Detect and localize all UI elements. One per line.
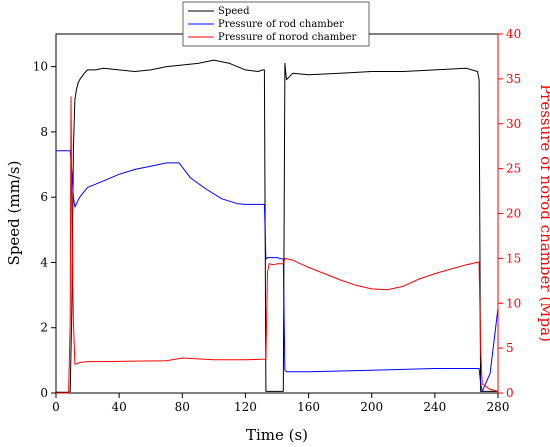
legend-entry-norod-pressure: Pressure of norod chamber [218,32,357,43]
legend-entry-rod-pressure: Pressure of rod chamber [218,19,344,30]
y-left-tick-label: 2 [40,321,48,335]
y-left-tick-label: 4 [40,255,48,269]
y-left-tick-label: 8 [40,125,48,139]
y-right-tick-label: 0 [506,386,514,400]
y-right-tick-label: 25 [506,162,521,176]
x-axis: 0 40 80 120 160 200 240 280 [52,393,509,414]
series-layer [56,59,499,394]
y-axis-left-label: Speed (mm/s) [5,161,23,266]
y-right-tick-label: 15 [506,251,521,265]
y-left-tick-label: 0 [40,386,48,400]
y-left-tick-label: 10 [33,60,48,74]
legend: Speed Pressure of rod chamber Pressure o… [182,1,370,47]
y-left-tick-label: 6 [40,190,48,204]
y-axis-right: 0 5 10 15 20 25 30 35 40 [498,27,521,400]
x-tick-label: 160 [297,400,320,414]
x-tick-label: 280 [487,400,510,414]
x-tick-label: 80 [175,400,190,414]
x-tick-label: 200 [360,400,383,414]
series-norod-pressure-line [56,96,499,394]
y-right-tick-label: 5 [506,341,514,355]
y-axis-right-label: Pressure of norod chamber (Mpa) [537,84,550,342]
x-tick-label: 120 [234,400,257,414]
y-axis-left: 0 2 4 6 8 10 [33,60,56,400]
series-rod-pressure-line [56,150,499,392]
x-tick-label: 0 [52,400,60,414]
plot-area [55,33,499,394]
x-axis-label: Time (s) [246,426,308,444]
x-tick-label: 240 [423,400,446,414]
y-right-tick-label: 10 [506,296,521,310]
x-tick-label: 40 [112,400,127,414]
y-right-tick-label: 20 [506,207,521,221]
legend-entry-speed: Speed [218,6,250,17]
y-right-tick-label: 30 [506,117,521,131]
series-speed-line [56,59,498,393]
y-right-tick-label: 35 [506,72,521,86]
y-right-tick-label: 40 [506,27,521,41]
